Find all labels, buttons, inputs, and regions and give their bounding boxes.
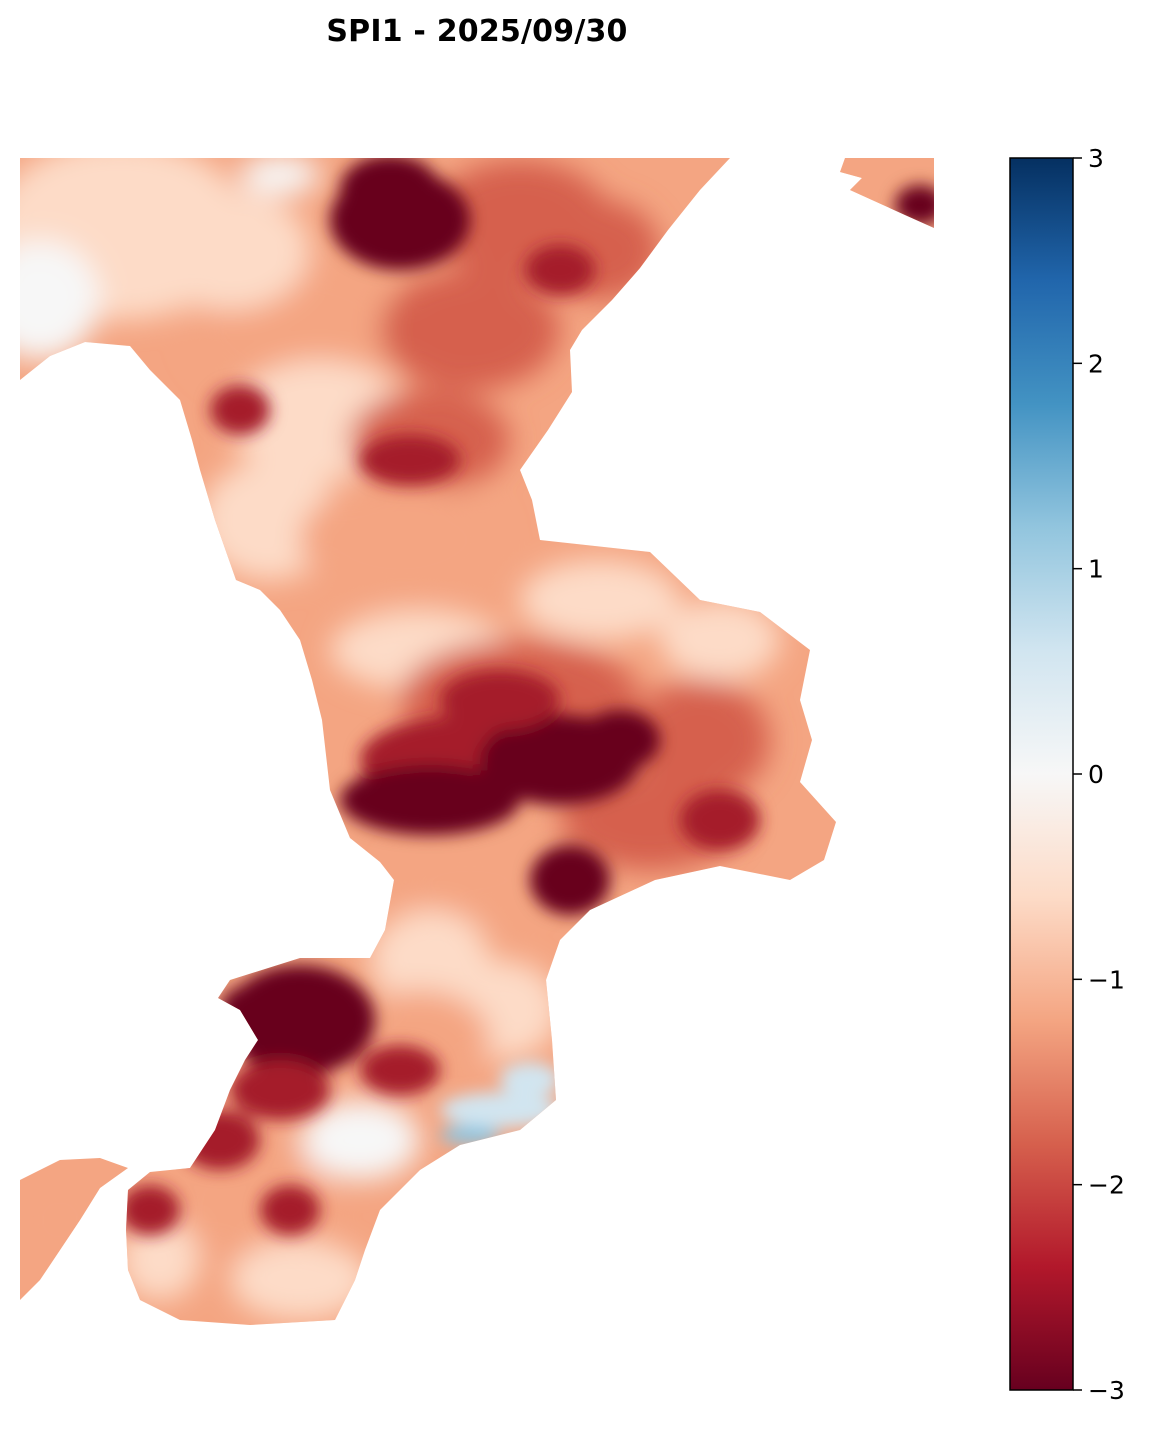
raster-anomaly bbox=[895, 185, 945, 225]
raster-patch bbox=[150, 190, 310, 310]
raster-patch bbox=[10, 1170, 110, 1270]
raster-patch bbox=[230, 1240, 370, 1320]
raster-anomaly bbox=[360, 435, 460, 485]
raster-anomaly bbox=[340, 155, 440, 225]
raster-anomaly bbox=[680, 790, 760, 850]
raster-anomaly bbox=[260, 1185, 320, 1235]
raster-anomaly bbox=[120, 1185, 180, 1235]
raster-anomaly bbox=[230, 1060, 330, 1120]
colorbar-svg: 3 2 1 0 −1 −2 −3 bbox=[990, 140, 1152, 1410]
colorbar-tick-label: 1 bbox=[1088, 555, 1104, 584]
colorbar-tick-label: −3 bbox=[1088, 1376, 1125, 1405]
colorbar-tick-label: 2 bbox=[1088, 349, 1104, 378]
colorbar-tick-label: 3 bbox=[1088, 144, 1104, 173]
raster-patch bbox=[390, 840, 550, 920]
raster-anomaly bbox=[440, 1092, 560, 1128]
colorbar-tick-label: −1 bbox=[1088, 965, 1125, 994]
raster-anomaly bbox=[500, 1062, 560, 1098]
colorbar-gradient bbox=[1010, 158, 1073, 1390]
raster-patch bbox=[520, 560, 680, 640]
raster-anomaly bbox=[580, 710, 660, 770]
raster-anomaly bbox=[210, 385, 270, 435]
colorbar-tick-label: −2 bbox=[1088, 1171, 1125, 1200]
raster-patch bbox=[240, 155, 320, 195]
map-panel bbox=[0, 0, 960, 1428]
raster-anomaly bbox=[220, 985, 280, 1035]
raster-patch bbox=[300, 1100, 420, 1180]
raster-anomaly bbox=[530, 845, 610, 915]
land-raster bbox=[0, 140, 960, 1340]
raster-anomaly bbox=[440, 1125, 500, 1145]
raster-anomaly bbox=[360, 1045, 440, 1095]
raster-patch bbox=[380, 270, 560, 390]
raster-anomaly bbox=[180, 1110, 260, 1170]
raster-anomaly bbox=[440, 670, 560, 730]
spi-raster-map bbox=[0, 0, 960, 1428]
raster-anomaly bbox=[525, 245, 595, 295]
colorbar: 3 2 1 0 −1 −2 −3 bbox=[990, 140, 1152, 1410]
colorbar-tick-label: 0 bbox=[1088, 760, 1104, 789]
raster-patch bbox=[660, 600, 780, 680]
colorbar-ticks: 3 2 1 0 −1 −2 −3 bbox=[1073, 144, 1125, 1405]
raster-patch bbox=[300, 480, 500, 600]
